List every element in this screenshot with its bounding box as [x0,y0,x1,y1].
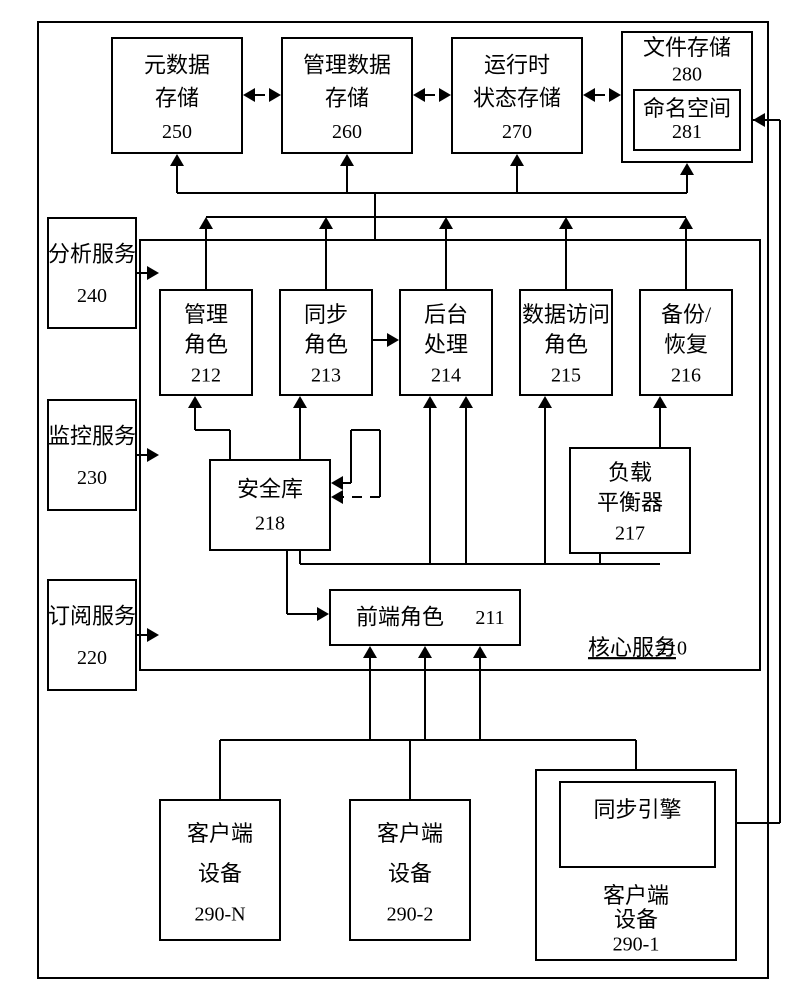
node-n213-t2: 角色 [304,332,348,357]
node-n220-t1: 订阅服务 [48,604,136,629]
node-n211-num: 211 [475,607,504,629]
node-n2901-num: 290-1 [613,934,660,956]
node-n218 [210,460,330,550]
node-n292 [560,782,715,867]
core-label-num: 210 [657,638,687,660]
node-n217-num: 217 [615,523,645,545]
node-n2902-t2: 设备 [388,861,432,886]
node-n290N-t2: 设备 [198,861,242,886]
node-n218-t1: 安全库 [237,477,303,502]
node-n270-num: 270 [502,121,532,143]
node-n220 [48,580,136,690]
node-n290N-t1: 客户端 [187,821,253,846]
node-n230 [48,400,136,510]
node-n290N-num: 290-N [194,904,245,926]
node-n292-t1: 同步引擎 [593,797,681,822]
node-n216-num: 216 [671,365,701,387]
node-n220-num: 220 [77,647,107,669]
node-n2902-t1: 客户端 [377,821,443,846]
node-n214-num: 214 [431,365,461,387]
node-n260-t1: 管理数据 [303,53,391,78]
node-n270-t2: 状态存储 [473,85,561,110]
node-n213-num: 213 [311,365,341,387]
node-n250-num: 250 [162,121,192,143]
node-n218-num: 218 [255,512,285,534]
node-n214-t2: 处理 [424,332,468,357]
node-n230-num: 230 [77,467,107,489]
node-n240-num: 240 [77,285,107,307]
node-n230-t1: 监控服务 [48,424,136,449]
node-n214-t1: 后台 [424,302,468,327]
node-n280-num: 280 [672,64,702,86]
node-n2901-t2: 设备 [614,907,658,932]
node-n217-t1: 负载 [608,460,652,485]
node-n213-t1: 同步 [304,302,348,327]
node-n240 [48,218,136,328]
node-n2902-num: 290-2 [387,904,434,926]
node-n240-t1: 分析服务 [48,242,136,267]
node-n212-t1: 管理 [184,302,228,327]
node-n260-t2: 存储 [325,85,369,110]
node-n281-t1: 命名空间 [643,96,731,121]
node-n212-t2: 角色 [184,332,228,357]
node-n2901-t1: 客户端 [603,883,669,908]
node-n215-num: 215 [551,365,581,387]
node-n217-t2: 平衡器 [597,490,663,515]
node-n270-t1: 运行时 [484,53,550,78]
node-n211-t1: 前端角色 [356,605,444,630]
node-n280-t1: 文件存储 [643,35,731,60]
node-n250-t2: 存储 [155,85,199,110]
node-n216-t2: 恢复 [664,332,708,357]
node-n215-t1: 数据访问 [522,302,610,327]
node-n281-num: 281 [672,121,702,143]
node-n260-num: 260 [332,121,362,143]
node-n215-t2: 角色 [544,332,588,357]
node-n216-t1: 备份/ [661,302,712,327]
node-n250-t1: 元数据 [144,53,210,78]
node-n212-num: 212 [191,365,221,387]
